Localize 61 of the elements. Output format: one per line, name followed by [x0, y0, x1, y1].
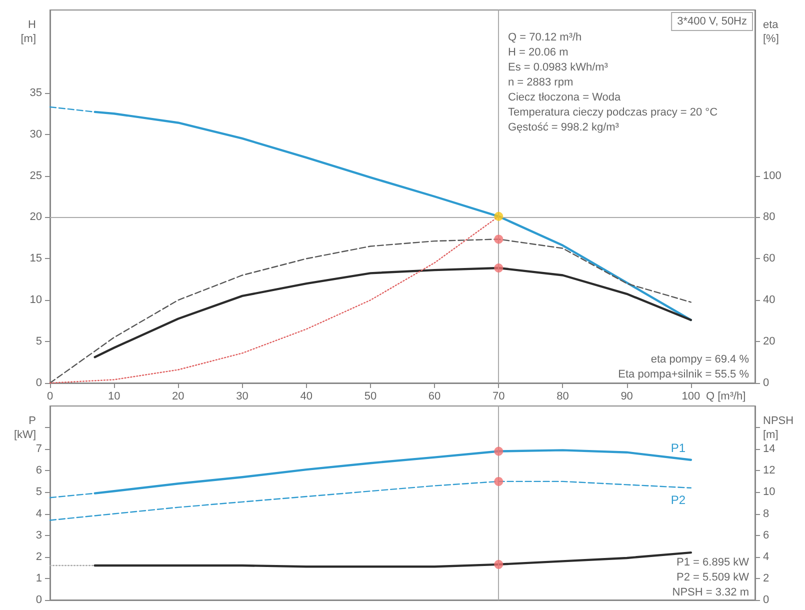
y2-axis-title: NPSH [m] [763, 415, 794, 441]
y2-tick-label: 100 [763, 170, 782, 182]
annotation: P2 = 5.509 kW [676, 572, 750, 584]
y-tick-label: 35 [30, 86, 42, 99]
annotation: 3*400 V, 50Hz [677, 16, 748, 28]
series-label: P1 [670, 440, 686, 455]
x-tick-label: 60 [428, 390, 441, 402]
annotation: H = 20.06 m [508, 46, 568, 58]
annotation: Temperatura cieczy podczas pracy = 20 °C [508, 106, 718, 118]
annotation: Q = 70.12 m³/h [508, 32, 582, 44]
y-tick-label: 2 [36, 550, 42, 563]
y-tick-label: 15 [30, 252, 42, 265]
x-tick-label: 10 [108, 390, 120, 402]
y2-tick-label: 14 [763, 443, 776, 456]
x-tick-label: 80 [556, 390, 569, 402]
x-tick-label: 50 [364, 390, 377, 402]
y-tick-label: 25 [30, 170, 42, 182]
y2-tick-label: 2 [763, 572, 770, 584]
x-tick-label: 30 [236, 390, 248, 402]
y-tick-label: 3 [36, 529, 42, 542]
x-tick-label: 40 [300, 390, 312, 402]
annotation: eta pompy = 69.4 % [650, 354, 750, 366]
y2-tick-label: 80 [763, 211, 776, 224]
annotation: Gęstość = 998.2 kg/m³ [508, 122, 620, 134]
y-tick-label: 10 [30, 294, 42, 306]
y-tick-label: 20 [30, 211, 42, 224]
y2-tick-label: 0 [763, 594, 770, 606]
y-tick-label: 0 [36, 377, 42, 389]
y2-tick-label: 10 [763, 486, 776, 498]
annotation: P1 = 6.895 kW [676, 556, 750, 568]
y2-tick-label: 12 [763, 464, 776, 477]
y-tick-label: 30 [30, 128, 42, 140]
annotation: Es = 0.0983 kWh/m³ [508, 62, 608, 74]
y2-tick-label: 0 [763, 377, 770, 389]
x-tick-label: 0 [46, 390, 54, 402]
x-tick-label: 90 [620, 390, 633, 402]
y-tick-label: 0 [36, 594, 42, 606]
y-axis-title: H [m] [20, 19, 36, 45]
y-tick-label: 5 [36, 336, 42, 348]
y2-tick-label: 40 [763, 294, 776, 306]
y-tick-label: 4 [36, 508, 42, 520]
annotation: Eta pompa+silnik = 55.5 % [618, 368, 750, 380]
y-tick-label: 6 [36, 464, 42, 477]
x-tick-label: 20 [172, 390, 184, 402]
y-axis-title: P [kW] [14, 415, 36, 441]
annotation: n = 2883 rpm [508, 76, 574, 88]
x-tick-label: 70 [492, 390, 505, 402]
y-tick-label: 1 [36, 572, 42, 584]
annotation: Ciecz tłoczona = Woda [508, 92, 622, 104]
y2-tick-label: 60 [763, 252, 776, 265]
x-tick-label: 100 [682, 390, 700, 402]
y-tick-label: 5 [36, 486, 42, 498]
y2-axis-title: eta [%] [763, 19, 780, 45]
x-axis-title: Q [m³/h] [706, 390, 746, 402]
y2-tick-label: 20 [763, 336, 776, 348]
y2-tick-label: 8 [763, 508, 770, 520]
y2-tick-label: 6 [763, 529, 770, 542]
y-tick-label: 7 [36, 443, 42, 456]
y2-tick-label: 4 [763, 550, 770, 563]
series-label: P2 [670, 492, 686, 507]
annotation: NPSH = 3.32 m [672, 586, 750, 598]
